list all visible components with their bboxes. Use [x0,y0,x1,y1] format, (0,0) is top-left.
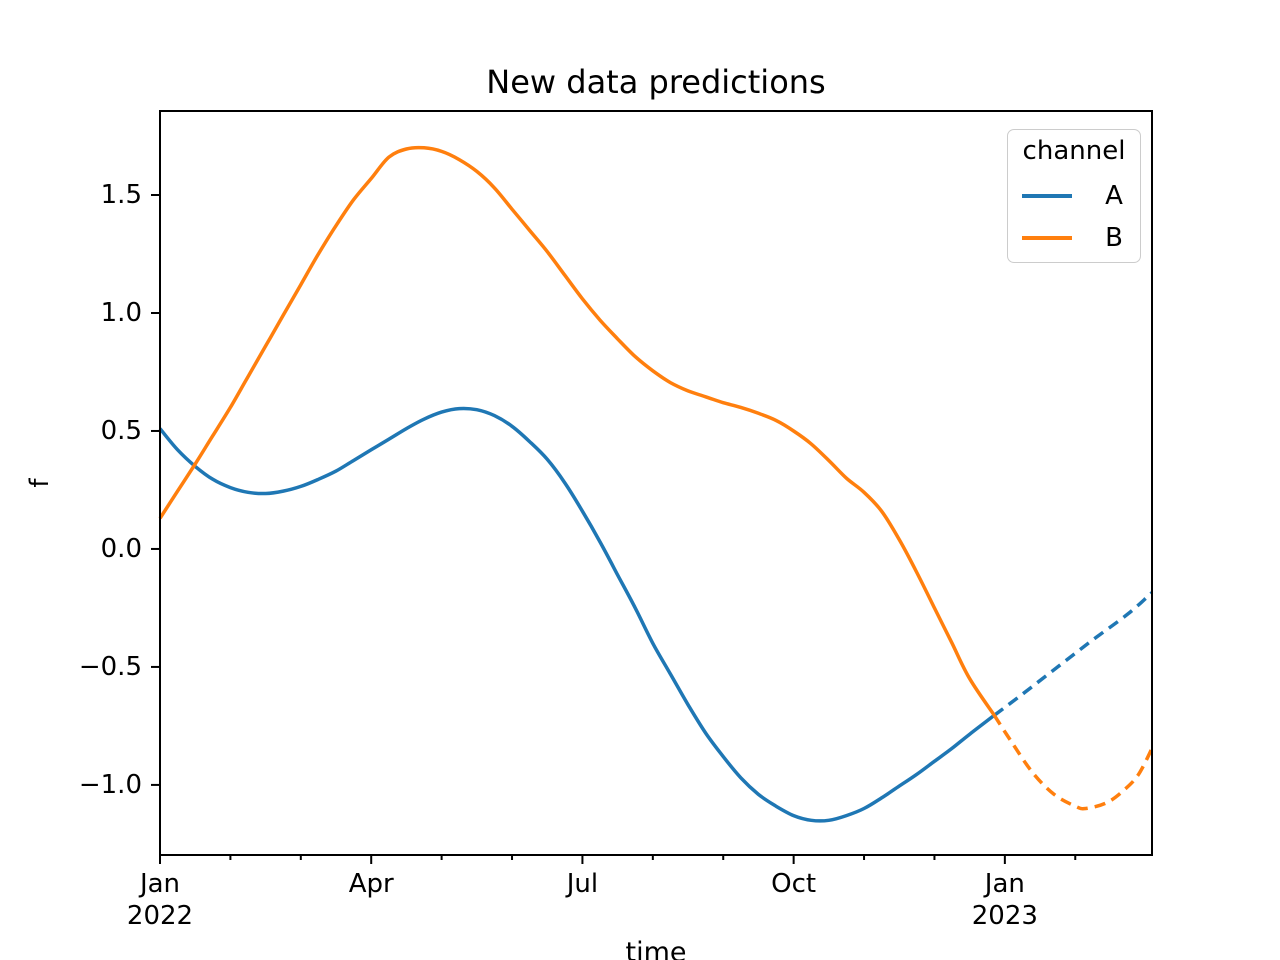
y-tick-label: 1.5 [100,180,142,210]
chart-title: New data predictions [486,63,826,101]
series-B-predicted-line [992,714,1154,811]
series-a-line-sample-icon [1022,194,1072,198]
plot-frame [159,110,1153,856]
tick-marks-group [151,194,1077,864]
legend: channel A B [1007,129,1141,263]
legend-entry-a: A [1008,183,1140,209]
x-tick-label: Jan 2023 [971,869,1038,931]
y-tick-label: 0.0 [100,533,142,564]
legend-entry-b: B [1008,225,1140,251]
x-tick-label: Jan 2022 [126,869,194,931]
series-group [158,145,1154,823]
x-tick-label: Oct [771,869,817,899]
series-A-observed-line [158,406,996,823]
x-tick-label: Apr [348,869,394,899]
series-b-line-sample-icon [1022,236,1072,240]
legend-title: channel [1022,136,1126,166]
legend-entry-b-label: B [1105,223,1123,253]
series-B-observed-line [158,145,996,717]
x-tick-label: Jul [566,869,599,899]
y-tick-label: 1.0 [100,297,142,328]
y-tick-label: −1.0 [78,769,142,800]
y-axis-label: f [25,478,55,488]
series-A-predicted-line [993,591,1154,717]
legend-entry-a-label: A [1105,181,1123,211]
x-axis-label: time [625,937,687,960]
y-tick-label: −0.5 [78,651,142,682]
y-tick-label: 0.5 [100,415,142,446]
